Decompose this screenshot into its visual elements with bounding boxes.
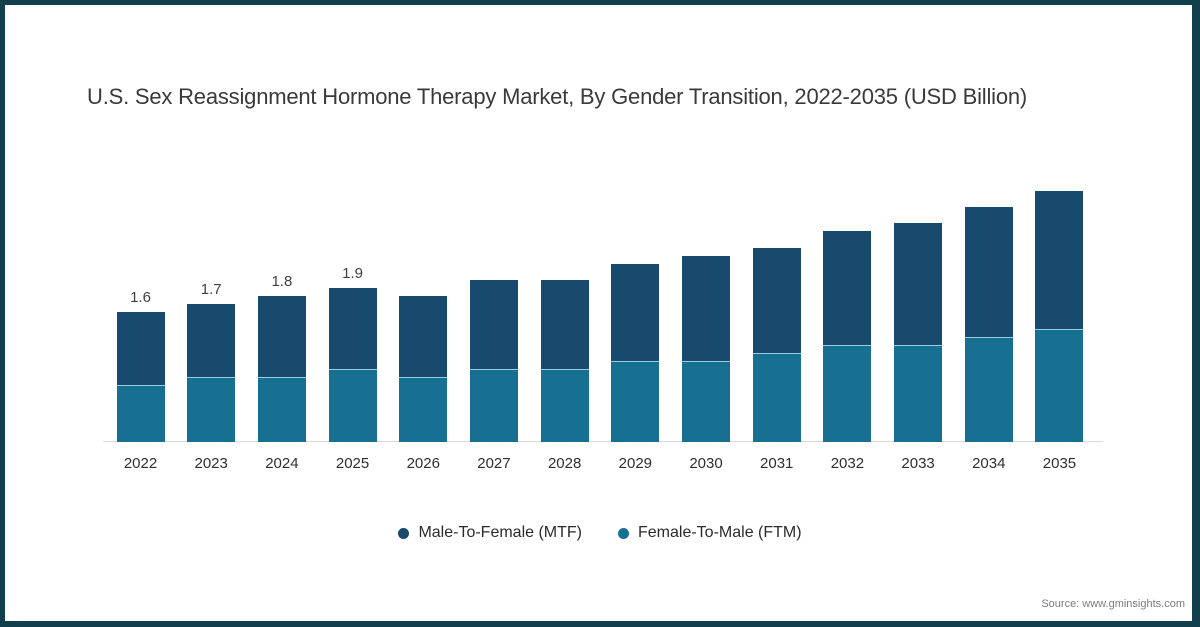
bar-segment-mtf[interactable] — [469, 280, 518, 370]
x-axis-tick-label: 2025 — [335, 455, 370, 472]
bar-group: 1.7 2023 — [176, 281, 246, 472]
x-axis-tick-label: 2023 — [194, 455, 228, 472]
bar-stack — [964, 207, 1013, 442]
legend: Male-To-Female (MTF) Female-To-Male (FTM… — [0, 524, 1200, 542]
bar-group: 2032 — [812, 231, 882, 472]
bar-stack — [611, 263, 660, 442]
bar-value-label: 1.9 — [342, 265, 363, 283]
bar-stack — [894, 223, 943, 442]
bar-segment-ftm[interactable] — [611, 361, 660, 442]
bar-segment-ftm[interactable] — [469, 369, 518, 442]
bar-group: 2027 — [459, 280, 529, 472]
bar-group: 2030 — [671, 255, 741, 472]
x-axis-tick-label: 2028 — [547, 455, 582, 472]
bar-stack — [116, 312, 165, 442]
bar-segment-ftm[interactable] — [257, 377, 306, 442]
bar-value-label: 1.6 — [130, 289, 151, 307]
bar-group: 2028 — [530, 280, 600, 472]
x-axis-tick-label: 2033 — [901, 455, 935, 472]
bar-segment-mtf[interactable] — [1035, 190, 1084, 329]
x-axis-tick-label: 2022 — [123, 455, 158, 472]
bar-segment-ftm[interactable] — [1035, 328, 1084, 442]
bar-segment-mtf[interactable] — [752, 247, 801, 353]
bar-segment-mtf[interactable] — [187, 304, 236, 378]
bar-stack — [823, 231, 872, 442]
bar-segment-mtf[interactable] — [611, 263, 660, 361]
bar-group: 1.8 2024 — [247, 273, 317, 472]
bar-group: 2034 — [954, 207, 1024, 472]
bar-segment-mtf[interactable] — [894, 223, 943, 345]
x-axis-tick-label: 2030 — [689, 455, 723, 472]
bar-stack — [187, 304, 236, 442]
bar-group: 2031 — [742, 247, 812, 472]
bar-segment-ftm[interactable] — [399, 377, 448, 442]
x-axis-tick-label: 2035 — [1042, 455, 1077, 472]
bar-value-label: 1.8 — [271, 273, 293, 291]
plot-area: 1.6 2022 1.7 2023 1.8 2024 1.9 2025 2026 2027 2028… — [103, 0, 1103, 472]
legend-dot-ftm-icon — [618, 527, 629, 539]
bar-segment-ftm[interactable] — [187, 377, 236, 442]
bar-segment-ftm[interactable] — [894, 344, 943, 442]
legend-item-mtf[interactable]: Male-To-Female (MTF) — [398, 524, 582, 542]
bar-value-label: 1.7 — [200, 281, 222, 299]
bar-segment-ftm[interactable] — [823, 344, 872, 442]
bar-segment-mtf[interactable] — [964, 207, 1013, 337]
bar-segment-ftm[interactable] — [328, 369, 377, 442]
bar-segment-ftm[interactable] — [682, 361, 731, 442]
source-attribution: Source: www.gminsights.com — [1041, 598, 1185, 610]
x-axis-tick-label: 2029 — [618, 455, 653, 472]
bar-group: 2035 — [1024, 190, 1094, 472]
bar-segment-mtf[interactable] — [328, 288, 377, 370]
bar-stack — [469, 280, 518, 442]
bar-stack — [752, 247, 801, 442]
bar-segment-ftm[interactable] — [116, 385, 165, 442]
bar-segment-mtf[interactable] — [823, 231, 872, 345]
bar-stack — [682, 255, 731, 442]
x-axis-tick-label: 2034 — [972, 455, 1006, 472]
bar-segment-ftm[interactable] — [964, 336, 1013, 442]
bar-stack — [328, 288, 377, 442]
x-axis-tick-label: 2027 — [477, 455, 511, 472]
bar-segment-ftm[interactable] — [540, 369, 589, 442]
bar-segment-mtf[interactable] — [399, 296, 448, 378]
x-axis-tick-label: 2031 — [760, 455, 794, 472]
chart-title: U.S. Sex Reassignment Hormone Therapy Ma… — [87, 84, 1028, 109]
legend-label-mtf: Male-To-Female (MTF) — [418, 524, 582, 541]
bar-group: 2026 — [388, 296, 458, 472]
bar-stack — [1035, 190, 1084, 442]
x-axis-tick-label: 2024 — [265, 455, 299, 472]
bar-stack — [540, 280, 589, 442]
bar-segment-mtf[interactable] — [116, 312, 165, 386]
bar-segment-mtf[interactable] — [540, 280, 589, 370]
bar-segment-ftm[interactable] — [752, 352, 801, 442]
bar-stack — [257, 296, 306, 442]
bar-group: 2033 — [883, 223, 953, 472]
bar-group: 1.6 2022 — [106, 289, 176, 472]
bar-segment-mtf[interactable] — [257, 296, 306, 378]
bar-group: 1.9 2025 — [318, 265, 388, 472]
bar-stack — [399, 296, 448, 442]
bar-segment-mtf[interactable] — [682, 255, 731, 361]
x-axis-tick-label: 2032 — [830, 455, 865, 472]
legend-label-ftm: Female-To-Male (FTM) — [638, 524, 802, 541]
x-axis-tick-label: 2026 — [406, 455, 440, 472]
legend-item-ftm[interactable]: Female-To-Male (FTM) — [618, 524, 802, 542]
legend-dot-mtf-icon — [398, 527, 410, 539]
bar-group: 2029 — [600, 263, 670, 472]
x-axis-line — [103, 441, 1103, 442]
